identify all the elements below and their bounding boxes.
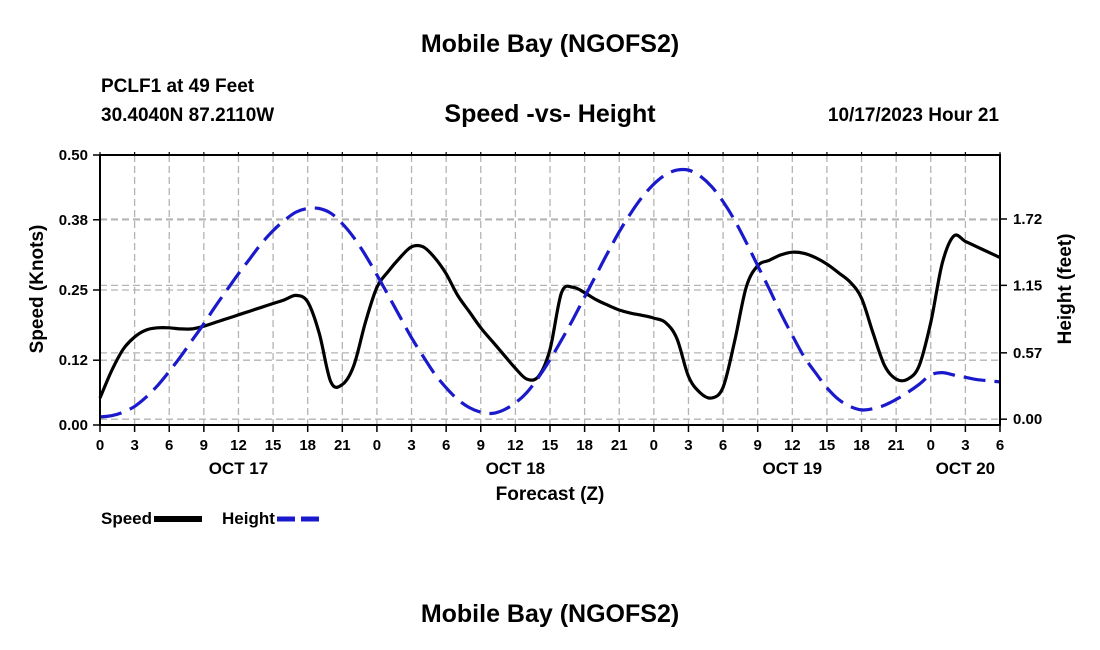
grid-lines [100, 154, 1000, 425]
x-tick-label: 15 [819, 437, 836, 454]
x-tick-label: 3 [407, 437, 415, 454]
x-tick-label: 18 [853, 437, 870, 454]
x-tick-label: 0 [927, 437, 935, 454]
footer-title: Mobile Bay (NGOFS2) [420, 600, 680, 628]
x-tick-label: 9 [477, 437, 485, 454]
speed-series-line [98, 233, 1001, 400]
y-tick-label: 0.25 [59, 282, 88, 299]
date-label: OCT 20 [936, 459, 996, 478]
legend-speed-label: Speed [101, 509, 153, 528]
station-coordinates: 30.4040N 87.2110W [101, 105, 275, 126]
x-tick-label: 21 [611, 437, 628, 454]
x-tick-label: 9 [754, 437, 762, 454]
x-tick-label: 6 [442, 437, 450, 454]
y-tick-label: 0.00 [59, 417, 88, 434]
x-tick-label: 3 [684, 437, 692, 454]
x-axis-label: Forecast (Z) [496, 484, 605, 505]
x-tick-label: 9 [200, 437, 208, 454]
x-tick-label: 15 [542, 437, 559, 454]
y2-tick-label: 0.00 [1013, 411, 1042, 428]
date-label: OCT 17 [209, 459, 269, 478]
x-tick-label: 21 [888, 437, 905, 454]
x-tick-label: 6 [719, 437, 727, 454]
axes: 0 3 6 9 12 15 18 21 0 3 6 9 12 15 18 21 0 3 6 9 12 15 18 21 0 3 6O… [59, 147, 1042, 478]
forecast-timestamp: 10/17/2023 Hour 21 [827, 105, 999, 126]
station-label: PCLF1 at 49 Feet [101, 76, 255, 97]
x-tick-label: 3 [130, 437, 138, 454]
x-tick-label: 6 [165, 437, 173, 454]
legend: Speed Height [101, 509, 345, 529]
x-tick-label: 21 [334, 437, 351, 454]
x-tick-label: 0 [96, 437, 104, 454]
x-tick-label: 18 [299, 437, 316, 454]
y-tick-label: 0.12 [59, 352, 88, 369]
y-axis-label: Speed (Knots) [27, 225, 48, 354]
y-tick-label: 0.50 [59, 147, 88, 164]
x-tick-label: 0 [373, 437, 381, 454]
chart-subtitle: Speed -vs- Height [444, 100, 656, 128]
x-tick-label: 12 [507, 437, 524, 454]
legend-height-label: Height [222, 509, 275, 528]
x-tick-label: 18 [576, 437, 593, 454]
x-tick-label: 12 [230, 437, 247, 454]
x-tick-label: 12 [784, 437, 801, 454]
y2-tick-label: 0.57 [1013, 345, 1042, 362]
y2-axis-label: Height (feet) [1055, 234, 1076, 345]
date-label: OCT 19 [763, 459, 823, 478]
x-tick-label: 6 [996, 437, 1004, 454]
y2-tick-label: 1.15 [1013, 277, 1042, 294]
x-tick-label: 3 [961, 437, 969, 454]
y-tick-label: 0.38 [59, 212, 88, 229]
series-layer [98, 167, 1001, 419]
page-title: Mobile Bay (NGOFS2) [420, 30, 680, 58]
height-series-line [99, 167, 1001, 419]
x-tick-label: 15 [265, 437, 282, 454]
y2-tick-label: 1.72 [1013, 211, 1042, 228]
date-label: OCT 18 [486, 459, 546, 478]
legend-height-swatch [276, 516, 325, 522]
x-tick-label: 0 [650, 437, 658, 454]
legend-speed-swatch [154, 516, 203, 522]
